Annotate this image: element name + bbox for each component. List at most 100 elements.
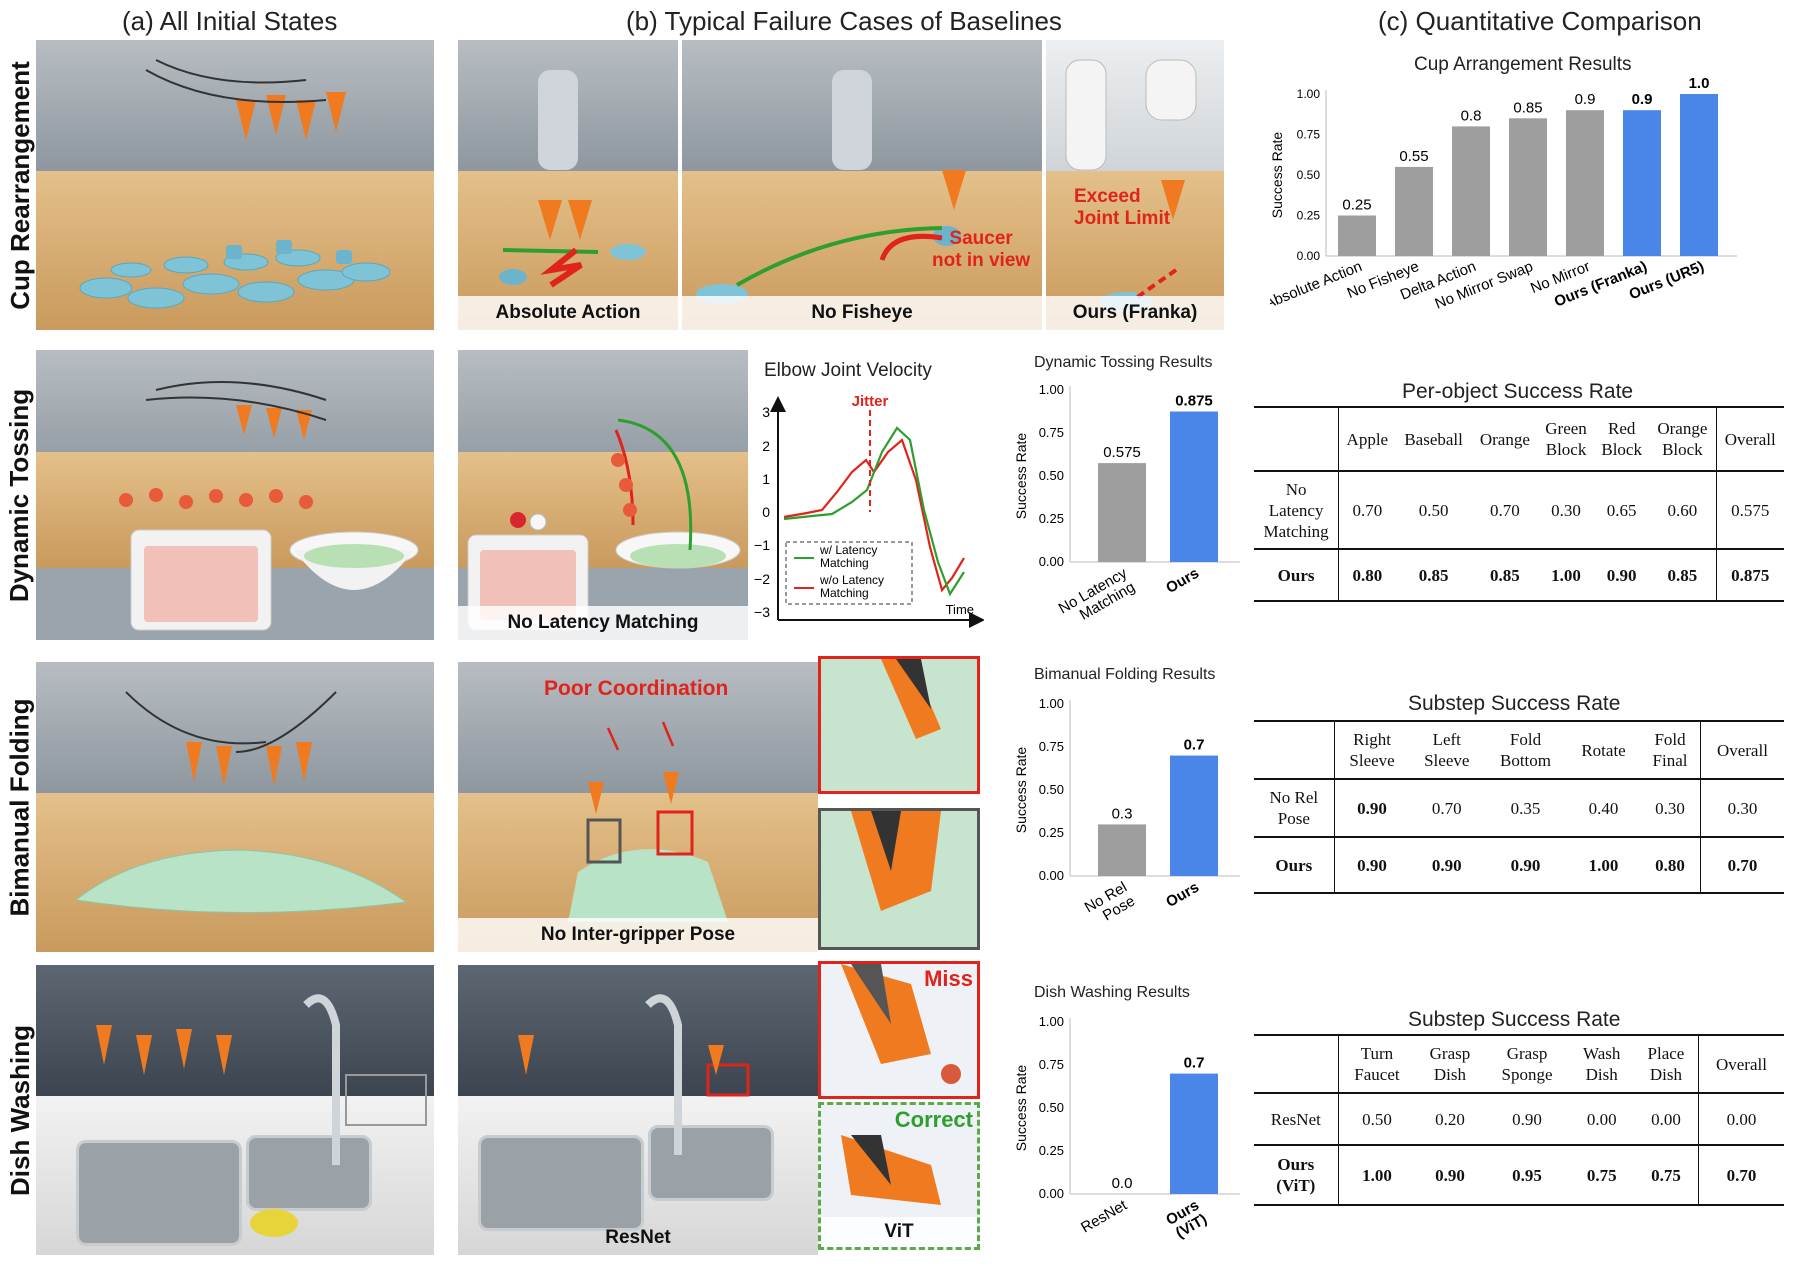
toss-overlay-drawing [119, 381, 419, 631]
photo-dish-initial-states [36, 965, 434, 1255]
table-cell: 0.70 [1338, 471, 1396, 550]
table-cell: 0.35 [1484, 779, 1567, 838]
table-cell: 0.70 [1409, 779, 1485, 838]
table-cell: 0.65 [1594, 471, 1650, 550]
zoom-red-drawing [821, 659, 977, 791]
caption-ours-franka: Ours (Franka) [1046, 296, 1224, 330]
photo-no-fisheye: Saucer not in view No Fisheye [682, 40, 1042, 330]
chart-bar [1170, 755, 1218, 876]
zoom-gray-gripper [818, 808, 980, 950]
chart-bar [1680, 94, 1718, 256]
table-cell: 0.90 [1334, 779, 1410, 838]
chart-value-label: 0.85 [1513, 99, 1542, 116]
chart-bar [1170, 1073, 1218, 1194]
absolute-action-arrows [499, 70, 646, 288]
table-header-cell: Left Sleeve [1409, 720, 1485, 780]
table-header-cell: Apple [1338, 406, 1396, 472]
table-header-cell: Orange [1471, 406, 1538, 472]
chart-value-label: 0.8 [1461, 107, 1482, 124]
table-cell: 0.20 [1415, 1093, 1485, 1146]
table-cell: 0.00 [1697, 1093, 1784, 1146]
photo-resnet: ResNet [458, 965, 818, 1255]
table-cell: 0.90 [1334, 837, 1410, 894]
chart-title-cup: Cup Arrangement Results [1414, 54, 1632, 75]
caption-no-fisheye: No Fisheye [682, 296, 1042, 330]
chart-value-label: 0.9 [1575, 91, 1596, 108]
table-header-cell: Overall [1697, 1034, 1784, 1094]
table-header-cell: Place Dish [1633, 1034, 1699, 1094]
chart-title-dish: Dish Washing Results [1034, 984, 1190, 1001]
table-cell: 0.70 [1697, 1145, 1784, 1206]
chart-ytick: 0.25 [1039, 825, 1064, 840]
table-cell: 0.90 [1409, 837, 1485, 894]
table-header-cell: Turn Faucet [1338, 1034, 1416, 1094]
table-cell: 0.75 [1633, 1145, 1699, 1206]
chart-category-label: No RelPose [1082, 879, 1138, 931]
photo-absolute-action: Absolute Action [458, 40, 678, 330]
table-cell: Ours [1254, 549, 1340, 602]
caption-absolute-action: Absolute Action [458, 296, 678, 330]
row-label-toss: Dynamic Tossing [4, 388, 35, 602]
chart-ylabel: Success Rate [1014, 747, 1029, 834]
table-title-dish-substep: Substep Success Rate [1408, 1008, 1621, 1031]
chart-value-label: 0.25 [1342, 197, 1371, 214]
zoom-correct-drawing [841, 1135, 941, 1205]
table-cell: 0.60 [1649, 471, 1717, 550]
table-cell: 0.80 [1338, 549, 1396, 602]
chart-ytick: 0.75 [1039, 425, 1064, 440]
elbow-line-with-latency [783, 426, 965, 597]
chart-ytick: 0.25 [1297, 209, 1321, 223]
table-header-cell: Wash Dish [1569, 1034, 1634, 1094]
annotation-exceed-joint-limit: Exceed Joint Limit [1074, 186, 1171, 229]
chart-title-toss: Dynamic Tossing Results [1034, 354, 1213, 371]
chart-ytick: 0.50 [1039, 468, 1064, 483]
table-cell: No Rel Pose [1254, 779, 1335, 838]
table-cell: 0.575 [1715, 471, 1784, 550]
elbow-ytick: 0 [762, 504, 770, 520]
table-cell: 0.75 [1569, 1145, 1634, 1206]
table-cell: 1.00 [1338, 1145, 1416, 1206]
table-per-object-success: Apple Baseball Orange Green Block Red Block O… [1254, 406, 1784, 602]
caption-resnet: ResNet [605, 1227, 671, 1248]
table-cell: 0.85 [1395, 549, 1472, 602]
zoom-red-gripper [818, 656, 980, 794]
table-cell: Ours (ViT) [1254, 1145, 1339, 1206]
elbow-line-without-latency [783, 438, 965, 593]
elbow-legend [785, 541, 913, 605]
chart-ytick: 0.75 [1297, 128, 1321, 142]
chart-bar [1098, 824, 1146, 876]
table-header-cell: Grasp Dish [1415, 1034, 1485, 1094]
chart-value-label: 1.0 [1689, 75, 1710, 92]
section-title-a: (a) All Initial States [122, 6, 338, 36]
chart-ytick: 0.50 [1039, 782, 1064, 797]
table-dish-substep-success: Turn Faucet Grasp Dish Grasp Sponge Wash Di… [1254, 1034, 1784, 1206]
elbow-ytick: −2 [754, 571, 770, 587]
section-title-b: (b) Typical Failure Cases of Baselines [626, 6, 1062, 36]
table-header-cell: Red Block [1594, 406, 1650, 472]
chart-value-label: 0.875 [1175, 393, 1213, 410]
chart-ytick: 1.00 [1039, 696, 1064, 711]
table-row: No Latency Matching 0.70 0.50 0.70 0.30 0.65 0… [1254, 471, 1784, 550]
chart-bar [1338, 215, 1376, 256]
chart-ylabel: Success Rate [1014, 433, 1029, 520]
label-miss: Miss [924, 966, 973, 991]
table-cell: 0.70 [1471, 471, 1538, 550]
elbow-ytick: 1 [762, 471, 770, 487]
chart-bar [1566, 110, 1604, 256]
chart-ytick: 0.50 [1297, 168, 1321, 182]
elbow-plot-title: Elbow Joint Velocity [764, 360, 932, 381]
chart-ytick: 1.00 [1039, 382, 1064, 397]
table-cell: Ours [1254, 837, 1335, 894]
table-cell: 0.90 [1484, 837, 1567, 894]
chart-ytick: 1.00 [1039, 1014, 1064, 1029]
table-cell: 0.30 [1537, 471, 1595, 550]
photo-cup-initial-states [36, 40, 434, 330]
table-cell: 0.30 [1640, 779, 1701, 838]
chart-category-label: ResNet [1078, 1196, 1131, 1236]
resnet-drawing [518, 994, 750, 1155]
caption-no-latency-matching: No Latency Matching [458, 606, 748, 640]
table-cell: 0.00 [1633, 1093, 1699, 1146]
chart-ylabel: Success Rate [1270, 132, 1285, 219]
annotation-poor-coordination: Poor Coordination [544, 677, 729, 700]
chart-category-label: No LatencyMatching [1056, 564, 1139, 631]
